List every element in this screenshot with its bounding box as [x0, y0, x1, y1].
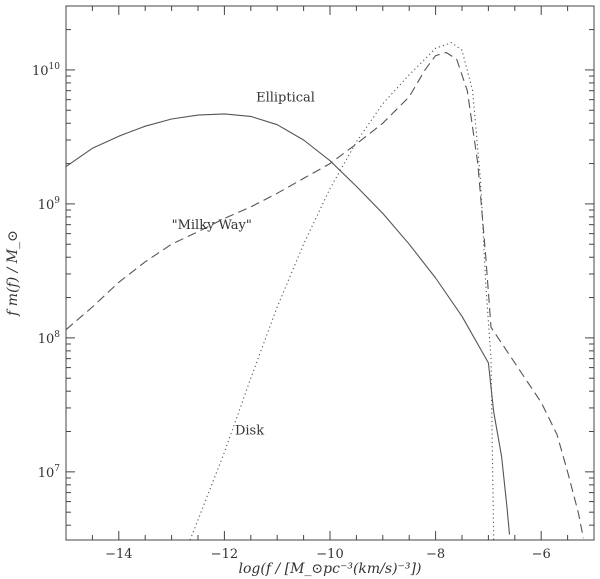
plot-frame [65, 5, 595, 541]
y-tick-label: 109 [38, 196, 61, 213]
y-tick-label: 1010 [32, 62, 60, 79]
series-lines [65, 42, 584, 541]
x-tick-label: −10 [316, 547, 343, 562]
ticks [65, 5, 595, 540]
x-axis-title: log(f / [M_⊙pc⁻³(km/s)⁻³]) [239, 561, 422, 577]
y-tick-label: 107 [38, 464, 61, 481]
y-axis-title: f m(f) / M_⊙ [5, 230, 21, 317]
x-tick-label: −12 [211, 547, 238, 562]
x-tick-label: −14 [105, 547, 132, 562]
series-label-2: Disk [235, 424, 264, 439]
series-line-2 [189, 42, 495, 541]
series-line-1 [65, 51, 584, 539]
series-labels: Elliptical "Milky Way" Disk [172, 91, 315, 439]
y-tick-label: 108 [38, 330, 61, 347]
x-tick-label: −6 [532, 547, 551, 562]
series-label-1: "Milky Way" [172, 218, 252, 233]
x-tick-label: −8 [426, 547, 445, 562]
series-line-0 [65, 113, 511, 535]
tick-labels: −14 −12 −10 −8 −6 107 108 109 1010 [32, 62, 551, 562]
series-label-0: Elliptical [256, 91, 315, 106]
